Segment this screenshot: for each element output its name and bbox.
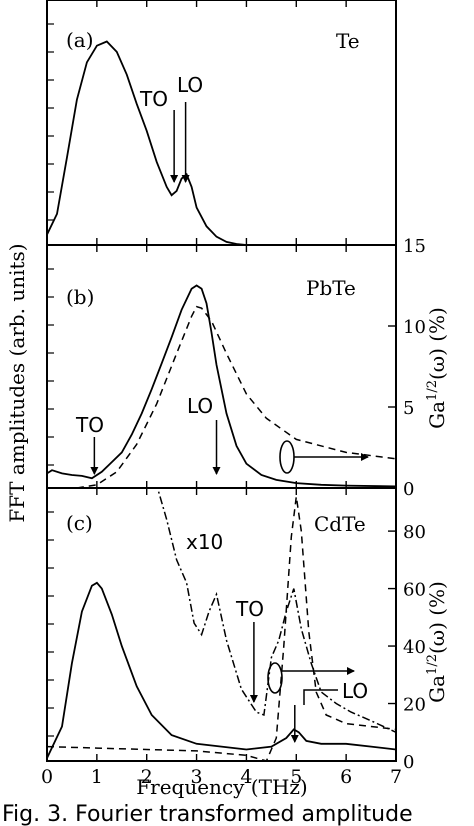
x-tick-label: 7 <box>390 766 402 788</box>
panel-b-label: (b) <box>66 285 94 309</box>
y2-tick-label: 5 <box>403 398 414 419</box>
annotation-cdte-lo: LO <box>342 679 368 703</box>
x-tick-label: 0 <box>41 766 53 788</box>
annotation-cdte-to: TO <box>235 597 264 621</box>
y2-tick-label: 40 <box>403 637 426 658</box>
annotation-marks <box>90 102 369 743</box>
panel-c-label: (c) <box>66 511 93 535</box>
right-axis-ellipse-c <box>267 662 283 694</box>
y-axis-title: FFT amplitudes (arb. units) <box>5 243 29 522</box>
series-line-cdte-solid <box>47 581 396 759</box>
series-line-pbte-dashed <box>76 305 396 488</box>
y2-tick-label: 0 <box>403 479 414 500</box>
y2-tick-label: 15 <box>403 236 426 257</box>
series-line-pbte-solid <box>47 284 396 488</box>
x-tick-label: 6 <box>340 766 352 788</box>
right-axis-ellipse-b <box>279 440 295 474</box>
x-tick-label: 4 <box>240 766 252 788</box>
panel-a-material: Te <box>336 29 360 53</box>
x-tick-label: 3 <box>191 766 203 788</box>
right-axis-title-c: Ga1/2(ω) (%) <box>425 581 449 703</box>
series-line-cdte-dashed <box>47 496 396 761</box>
lo-leader-line <box>303 689 338 705</box>
x-tick-label: 5 <box>290 766 302 788</box>
panel-c-material: CdTe <box>314 512 366 536</box>
panel-a-label: (a) <box>66 28 94 52</box>
annotation-te-to: TO <box>139 87 168 111</box>
panel-b-material: PbTe <box>306 276 356 300</box>
annotation-pbte-to: TO <box>75 413 104 437</box>
right-axis-title-b: Ga1/2(ω) (%) <box>425 307 449 429</box>
x-tick-label: 1 <box>91 766 103 788</box>
series-line-cdte-dash-dot <box>69 488 396 733</box>
annotation-te-lo: LO <box>177 73 203 97</box>
data-series <box>47 40 396 761</box>
multiplier-label: x10 <box>186 530 223 554</box>
y2-tick-label: 0 <box>403 752 414 773</box>
series-line-te-solid <box>47 40 247 245</box>
y2-tick-label: 10 <box>403 317 426 338</box>
x-tick-label: 2 <box>141 766 153 788</box>
annotation-pbte-lo: LO <box>187 394 213 418</box>
y2-tick-label: 80 <box>403 522 426 543</box>
y2-tick-label: 20 <box>403 695 426 716</box>
figure-caption: Fig. 3. Fourier transformed amplitude <box>2 802 413 826</box>
y2-tick-label: 60 <box>403 580 426 601</box>
x-axis-title: Frequency (THz) <box>136 775 307 799</box>
